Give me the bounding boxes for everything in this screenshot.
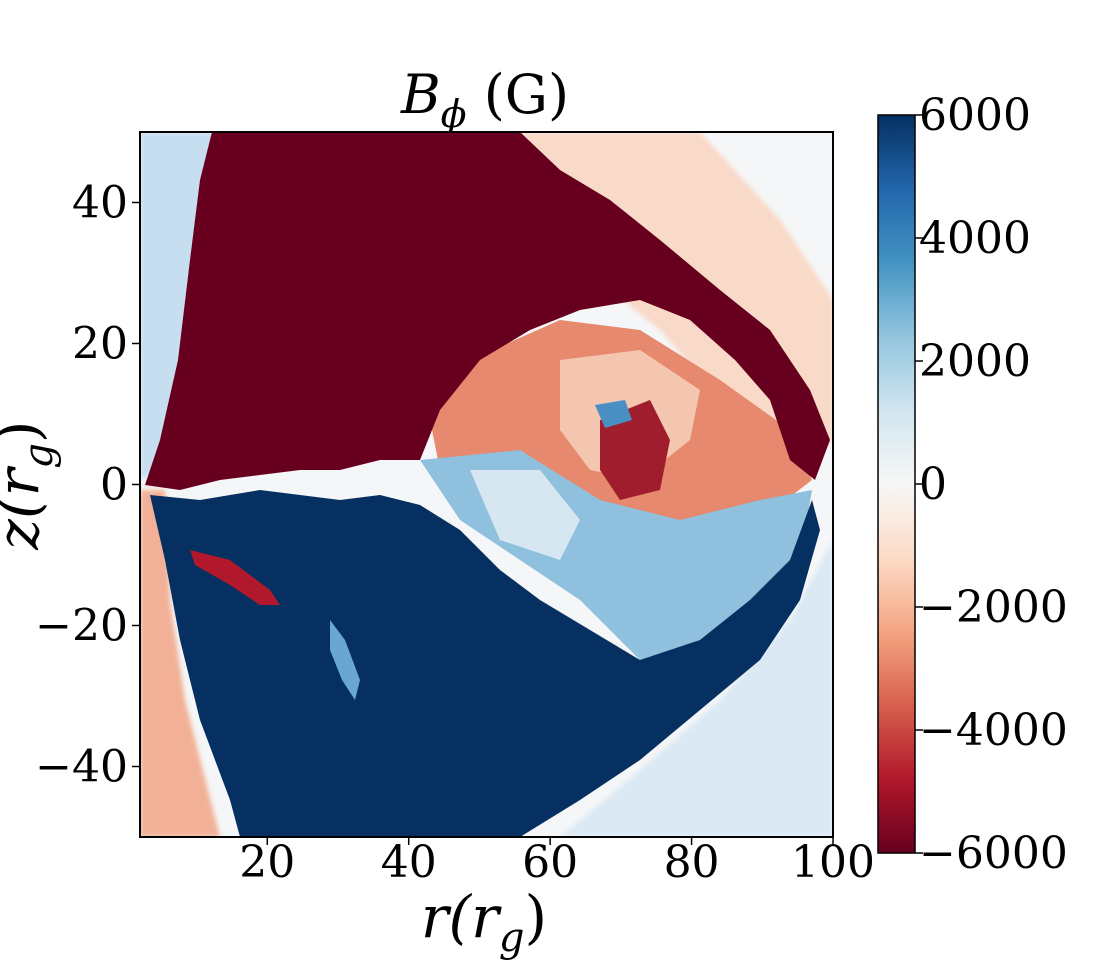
axis-strip-negative <box>140 490 220 837</box>
region-saturated-negative <box>145 132 830 490</box>
y-axis-ticks: 40 20 0 −20 −40 <box>35 178 140 793</box>
swirl-negative <box>600 400 670 500</box>
x-tick-label: 40 <box>381 837 437 888</box>
y-axis-label-main: z(r <box>0 465 52 550</box>
region-saturated-positive <box>150 490 820 837</box>
interface-pale <box>470 470 580 560</box>
title-symbol: B <box>400 63 441 126</box>
y-axis-label: z(rg) <box>0 420 62 550</box>
chart-title: Bϕ (G) <box>400 63 569 136</box>
x-axis-label-main: r(r <box>421 883 502 951</box>
x-axis-label-sub: g <box>499 915 525 960</box>
y-tick-label: −20 <box>35 601 128 652</box>
y-axis-label-close: ) <box>0 420 52 443</box>
title-unit: (G) <box>467 63 569 126</box>
colorbar-tick-label: 2000 <box>919 336 1031 387</box>
x-tick-label: 20 <box>239 837 295 888</box>
colorbar-tick-label: −4000 <box>919 705 1068 756</box>
colorbar-tick-label: 4000 <box>919 213 1031 264</box>
y-tick-label: 40 <box>72 178 128 229</box>
x-axis-label: r(rg) <box>421 883 547 960</box>
x-tick-label: 60 <box>522 837 578 888</box>
colorbar-tick-label: −2000 <box>919 582 1068 633</box>
y-axis-label-sub: g <box>16 443 62 469</box>
colorbar <box>877 114 916 854</box>
x-axis-label-close: ) <box>525 883 548 951</box>
filament-left <box>190 550 280 605</box>
x-tick-label: 80 <box>664 837 720 888</box>
y-tick-label: 0 <box>100 460 128 511</box>
colorbar-ticks: 6000 4000 2000 0 −2000 −4000 −6000 <box>915 90 1068 879</box>
filament-center <box>330 620 360 700</box>
x-tick-label: 100 <box>791 837 875 888</box>
swirl-positive-eye <box>595 400 632 428</box>
colorbar-tick-label: 0 <box>919 459 947 510</box>
outer-halo-positive <box>560 540 833 837</box>
x-axis-ticks: 20 40 60 80 100 <box>239 837 875 888</box>
y-tick-label: −40 <box>35 742 128 793</box>
heatmap-field <box>140 132 833 837</box>
title-subscript: ϕ <box>441 92 467 136</box>
y-tick-label: 20 <box>72 319 128 370</box>
colorbar-tick-label: −6000 <box>919 828 1068 879</box>
colorbar-tick-label: 6000 <box>919 90 1031 141</box>
